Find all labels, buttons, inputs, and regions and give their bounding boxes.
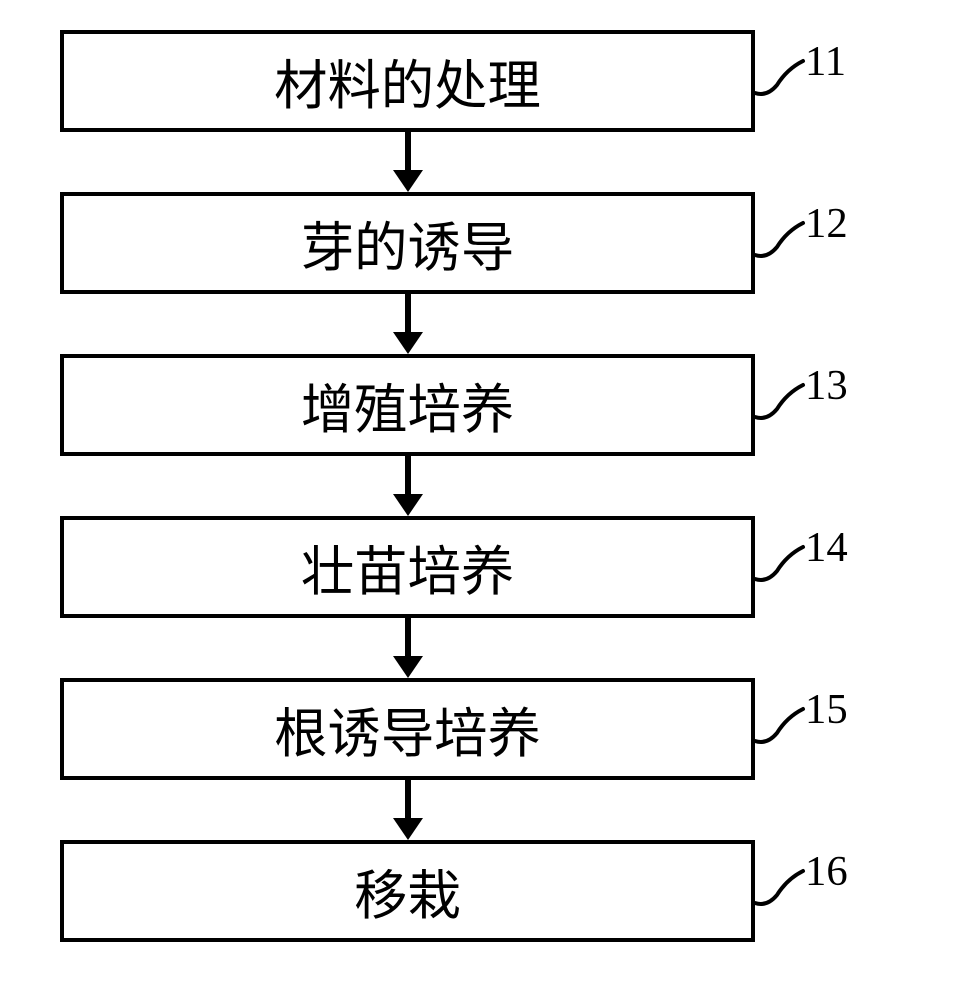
flow-step-box: 移栽	[60, 840, 755, 942]
step-tag-number: 11	[805, 37, 846, 86]
flow-step-label: 根诱导培养	[274, 691, 541, 768]
arrow-shaft	[405, 132, 411, 170]
flow-step-label: 芽的诱导	[301, 205, 514, 282]
flow-arrow	[393, 456, 423, 516]
arrow-shaft	[405, 780, 411, 818]
step-tag-number: 16	[805, 847, 848, 896]
flow-step-box: 根诱导培养	[60, 678, 755, 780]
arrow-head-icon	[393, 170, 423, 195]
flow-step-box: 芽的诱导	[60, 192, 755, 294]
step-tag-number: 12	[805, 199, 848, 248]
flow-step-box: 壮苗培养	[60, 516, 755, 618]
flow-step-box: 增殖培养	[60, 354, 755, 456]
tag-hook-icon	[751, 703, 809, 747]
tag-hook-icon	[751, 865, 809, 909]
arrow-shaft	[405, 456, 411, 494]
tag-hook-icon	[751, 379, 809, 423]
step-tag-number: 15	[805, 685, 848, 734]
step-tag-number: 13	[805, 361, 848, 410]
flow-step-label: 移栽	[354, 853, 461, 930]
flow-arrow	[393, 294, 423, 354]
flow-arrow	[393, 132, 423, 192]
step-tag-number: 14	[805, 523, 848, 572]
flow-step-box: 材料的处理	[60, 30, 755, 132]
flow-arrow	[393, 618, 423, 678]
arrow-head-icon	[393, 656, 423, 681]
arrow-shaft	[405, 294, 411, 332]
tag-hook-icon	[751, 55, 809, 99]
flowchart-canvas: 材料的处理 11 芽的诱导 12 增殖培养 13 壮苗培养 14 根诱导培养 15 移栽 16	[0, 0, 961, 1000]
tag-hook-icon	[751, 217, 809, 261]
flow-step-label: 增殖培养	[301, 367, 514, 444]
arrow-head-icon	[393, 494, 423, 519]
flow-step-label: 壮苗培养	[301, 529, 514, 606]
arrow-shaft	[405, 618, 411, 656]
arrow-head-icon	[393, 332, 423, 357]
tag-hook-icon	[751, 541, 809, 585]
flow-arrow	[393, 780, 423, 840]
arrow-head-icon	[393, 818, 423, 843]
flow-step-label: 材料的处理	[274, 43, 541, 120]
